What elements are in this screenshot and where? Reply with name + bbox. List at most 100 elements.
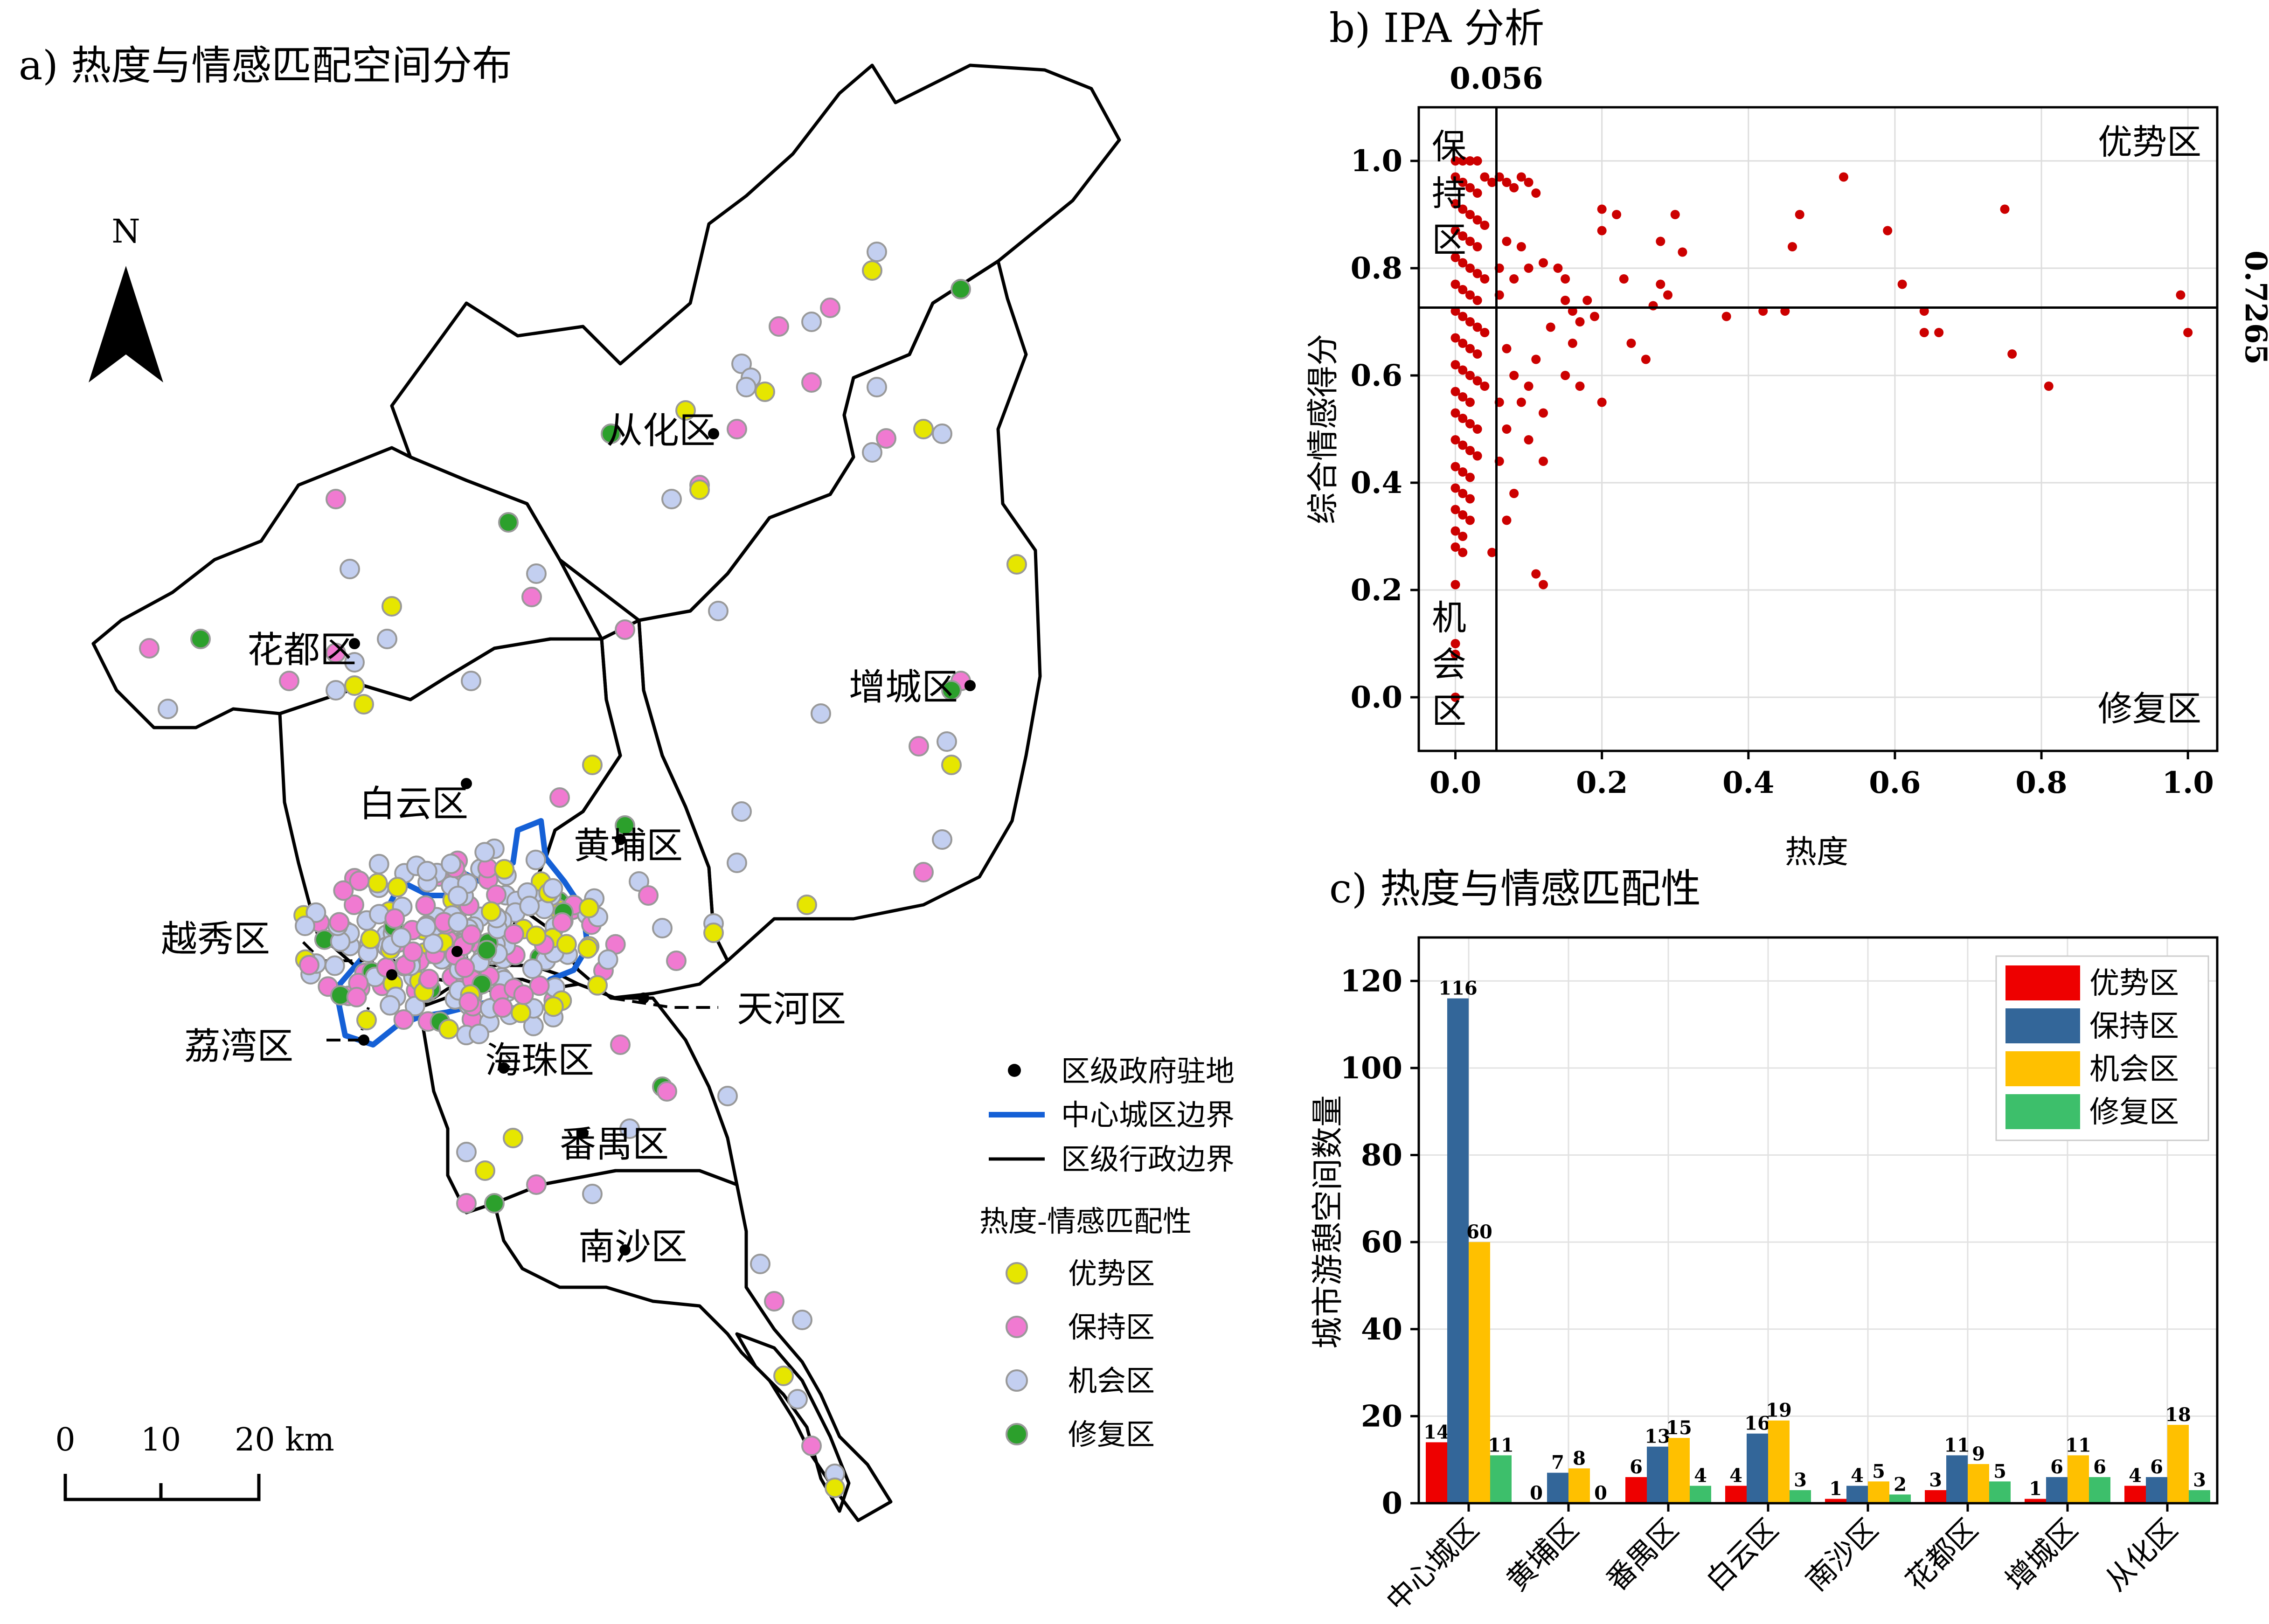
map-point (447, 886, 468, 907)
ipa-point (1465, 183, 1475, 193)
bar-value-label: 5 (1993, 1460, 2006, 1482)
quad-label-xiufu: 修复区 (2098, 689, 2201, 729)
gov-seat-marker (638, 992, 649, 1004)
bar-value-label: 8 (1573, 1447, 1586, 1469)
map-point (675, 400, 696, 421)
ipa-point (1788, 242, 1797, 251)
map-point (456, 1142, 477, 1162)
map-point (456, 1193, 477, 1214)
bar-value-label: 11 (1944, 1434, 1970, 1456)
map-point (619, 1118, 640, 1139)
map-point (736, 377, 756, 397)
bar-ytick-label: 60 (1361, 1225, 1402, 1260)
bar (1968, 1464, 1989, 1503)
map-point (503, 1128, 523, 1148)
ipa-point (1487, 178, 1497, 187)
map-point (755, 382, 775, 402)
ipa-point (1516, 242, 1526, 251)
bar-value-label: 7 (1551, 1452, 1564, 1474)
map-point (340, 559, 360, 579)
map-point (862, 260, 882, 281)
bar (1490, 1455, 1512, 1503)
ipa-point (1450, 199, 1460, 208)
ipa-xtick-label: 0.2 (1576, 765, 1628, 800)
quad-label-youshi: 优势区 (2098, 122, 2201, 162)
map-point (423, 933, 444, 954)
bar-category-label: 黄埔区 (1499, 1512, 1585, 1597)
gov-seat-marker (498, 1062, 509, 1074)
ipa-point (1678, 247, 1687, 257)
ipa-point (1465, 472, 1475, 482)
map-point (703, 923, 724, 943)
ipa-point (1450, 542, 1460, 552)
ipa-plot-frame (1417, 106, 2219, 752)
ipa-point (1561, 274, 1570, 284)
map-point (498, 512, 519, 533)
ipa-point (2176, 290, 2186, 300)
gov-seat-marker (708, 428, 719, 439)
bar (1868, 1481, 1889, 1503)
gov-seat-marker (619, 1244, 631, 1256)
legend-xiufu-marker (1006, 1423, 1028, 1445)
map-point (329, 912, 350, 933)
bar-legend-swatch (2005, 1094, 2080, 1129)
map-point (525, 849, 546, 870)
legend-gov-label: 区级政府驻地 (1061, 1054, 1235, 1088)
map-point (801, 1436, 822, 1456)
map-point (750, 1254, 770, 1274)
ipa-point (1531, 188, 1541, 198)
district-zengcheng-boundary (637, 259, 1042, 963)
map-point (717, 1086, 738, 1106)
map-point (787, 1389, 808, 1409)
district-nansha-peninsula (735, 1332, 851, 1513)
map-point (529, 975, 550, 996)
ipa-point (1883, 226, 1893, 236)
ipa-point (1480, 328, 1490, 337)
map-point (941, 680, 962, 701)
bar-ytick-label: 120 (1340, 964, 1402, 999)
map-point (867, 242, 887, 262)
ipa-point (1663, 290, 1673, 300)
ipa-point (1450, 253, 1460, 262)
bar-value-label: 5 (1872, 1460, 1885, 1482)
district-labels: 从化区 花都区 增城区 白云区 黄埔区 越秀区 天河区 荔湾区 海珠区 番禺区 … (161, 410, 958, 1268)
map-point (380, 995, 401, 1016)
gov-seat-marker (577, 1128, 589, 1139)
map-point (913, 862, 934, 882)
bar-value-label: 6 (2050, 1456, 2063, 1478)
map-point (295, 916, 316, 937)
ipa-point (1450, 650, 1460, 659)
legend-baochi-label: 保持区 (1068, 1310, 1155, 1344)
bar-value-label: 1 (1829, 1478, 1842, 1500)
bar (1989, 1481, 2011, 1503)
map-point (324, 955, 345, 976)
ipa-point (1450, 279, 1460, 289)
legend-baochi-marker (1006, 1316, 1028, 1338)
map-point (510, 1002, 531, 1023)
map-point (801, 372, 822, 393)
ipa-point (1934, 328, 1944, 337)
map-point (661, 489, 682, 509)
ipa-point (1516, 172, 1526, 182)
bar-ytick-label: 80 (1361, 1138, 1402, 1173)
map-point (346, 986, 367, 1007)
label-liwan: 荔湾区 (184, 1026, 293, 1068)
bar (1469, 1242, 1490, 1503)
bar (1668, 1438, 1690, 1503)
ipa-point (1597, 204, 1607, 214)
ipa-point (1472, 188, 1482, 198)
ipa-point (1480, 274, 1490, 284)
ipa-point (1480, 172, 1490, 182)
ipa-point (1465, 344, 1475, 354)
bar (1768, 1420, 1790, 1503)
gov-seat-marker (964, 680, 976, 691)
legend-admin-label: 区级行政边界 (1061, 1142, 1235, 1176)
ipa-hline-label: 0.7265 (2238, 250, 2269, 365)
map-point (526, 563, 547, 584)
ipa-point (1458, 532, 1468, 541)
map-point (825, 1478, 845, 1498)
ipa-ytick-label: 0.6 (1351, 358, 1402, 393)
ipa-point (1612, 210, 1622, 219)
legend-youshi-label: 优势区 (1068, 1256, 1155, 1291)
